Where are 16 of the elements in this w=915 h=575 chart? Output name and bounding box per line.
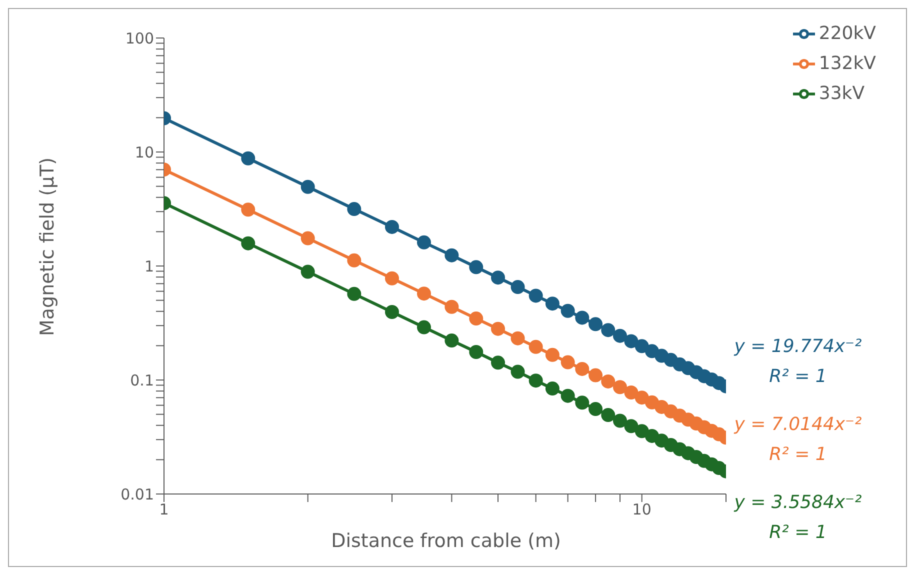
- y-tick-label: 0.01: [120, 485, 154, 504]
- legend-label: 33kV: [818, 83, 865, 104]
- text: y = 3.5584x⁻²: [732, 492, 863, 513]
- y-tick-label: 1: [144, 257, 154, 276]
- y-tick-label: 10: [134, 143, 154, 162]
- text: y = 19.774x⁻²: [732, 336, 863, 357]
- x-axis-title: Distance from cable (m): [330, 530, 562, 552]
- y-axis-title: Magnetic field (μT): [36, 157, 59, 336]
- text: y = 7.0144x⁻²: [732, 414, 863, 435]
- text: R² = 1: [768, 366, 828, 387]
- legend-label: 132kV: [818, 53, 876, 74]
- text: R² = 1: [768, 444, 828, 465]
- y-tick-label: 0.1: [130, 371, 154, 390]
- legend-label: 220kV: [818, 23, 876, 44]
- y-tick-label: 100: [125, 29, 154, 48]
- text: R² = 1: [768, 522, 828, 543]
